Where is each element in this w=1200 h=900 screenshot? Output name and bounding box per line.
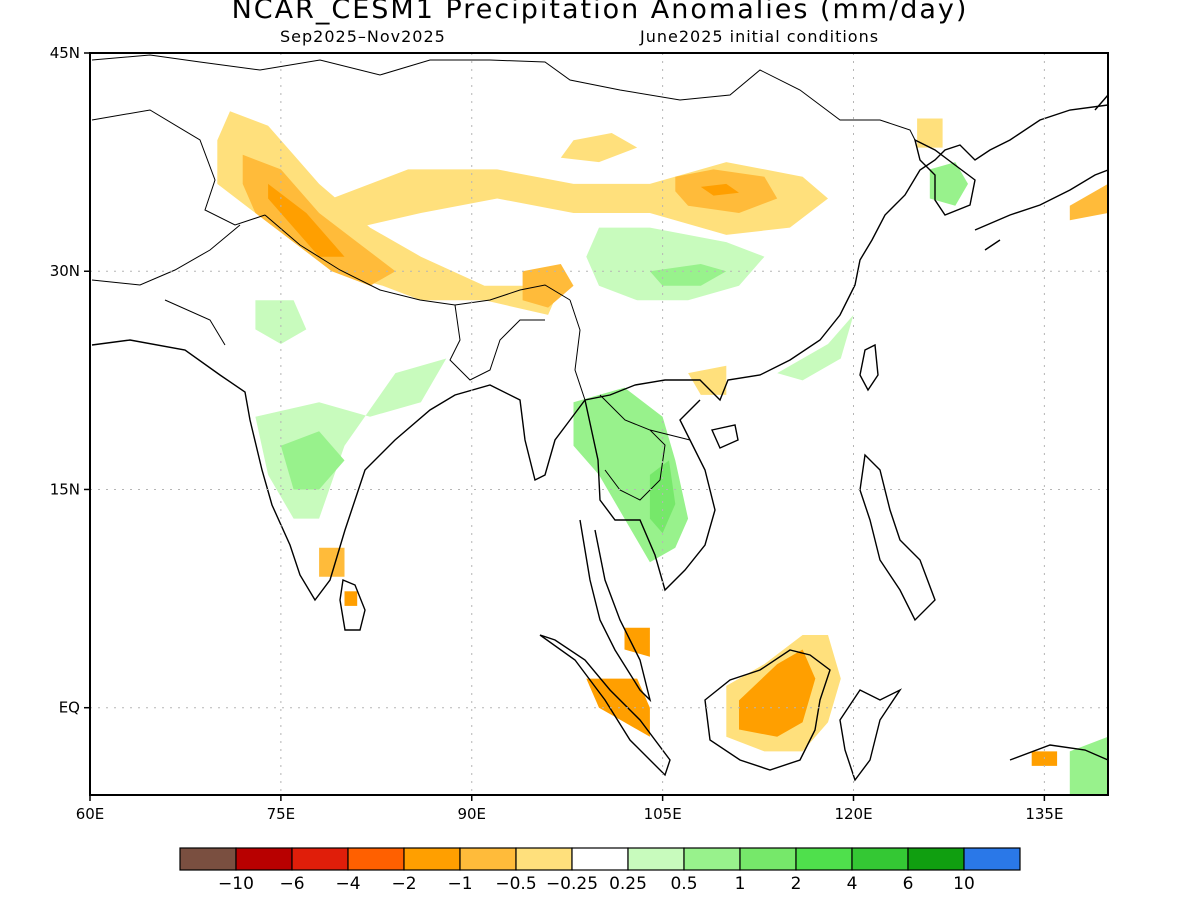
plot-frame — [89, 52, 1109, 796]
coastline-japan — [974, 94, 1108, 251]
coastline-south-asia — [91, 104, 1108, 602]
anomaly-region-deccan-wet-core — [280, 431, 345, 490]
graticule — [90, 53, 1108, 795]
colorbar-label: −4 — [335, 874, 360, 894]
colorbar-label: −10 — [218, 874, 254, 894]
colorbar-swatch — [683, 847, 741, 871]
colorbar-label: −2 — [391, 874, 416, 894]
x-tick-label: 135E — [1025, 805, 1063, 823]
coastline-layer — [91, 94, 1108, 782]
anomaly-region-japan-dry — [1069, 183, 1108, 221]
anomaly-region-korea-wet — [929, 162, 968, 206]
colorbar-swatch — [627, 847, 685, 871]
colorbar-swatch — [347, 847, 405, 871]
y-tick-label: EQ — [59, 699, 80, 717]
colorbar-swatch — [571, 847, 629, 871]
colorbar-swatch — [403, 847, 461, 871]
coastline-borneo — [704, 649, 831, 771]
initial-conditions-subtitle: June2025 initial conditions — [640, 27, 880, 46]
colorbar-label: 4 — [847, 874, 858, 894]
border-central-asia — [91, 109, 266, 226]
colorbar-swatch — [963, 847, 1021, 871]
coastline-sumatra — [539, 634, 671, 777]
anomaly-region-south-china-wet — [777, 314, 854, 381]
anomaly-region-east-tibet-wet — [586, 227, 765, 301]
coastline-malaya — [579, 519, 652, 703]
colorbar-label: 2 — [791, 874, 802, 894]
border-pakistan — [91, 224, 241, 346]
x-tick-label: 105E — [644, 805, 682, 823]
colorbar-swatch — [739, 847, 797, 871]
anomaly-region-central-china-wet — [649, 264, 727, 286]
coastline-indochina — [584, 399, 716, 592]
x-tick-label: 90E — [457, 805, 486, 823]
colorbar-swatch — [459, 847, 517, 871]
coastline-sri-lanka — [339, 579, 366, 631]
border-india-east — [449, 299, 586, 401]
colorbar-swatch — [291, 847, 349, 871]
colorbar-swatch — [907, 847, 965, 871]
colorbar-swatch — [179, 847, 237, 871]
coastline-philippines — [859, 453, 936, 622]
x-tick-label: 60E — [76, 805, 105, 823]
anomaly-region-borneo-dry-core — [739, 649, 816, 737]
colorbar-swatch — [235, 847, 293, 871]
anomaly-region-laos-wet-core — [649, 460, 676, 534]
anomaly-region-malaya-dry — [624, 627, 650, 657]
anomaly-region-india-wet — [255, 358, 447, 519]
coastline-sulawesi — [839, 688, 903, 782]
x-tick-label: 120E — [834, 805, 872, 823]
anomaly-region-north-korea-dry — [917, 118, 943, 148]
coastline-new-guinea — [1009, 744, 1108, 761]
anomaly-region-north-china-core — [700, 183, 739, 196]
anomaly-region-mongolia-dry — [560, 133, 638, 163]
coastline-hainan — [711, 424, 739, 449]
y-tick-label: 45N — [50, 44, 80, 62]
colorbar-label: −0.25 — [546, 874, 598, 894]
anomaly-region-yunnan-burma-dry — [522, 264, 574, 308]
anomaly-region-guangxi-dry — [688, 365, 727, 395]
colorbar-label: 0.25 — [609, 874, 647, 894]
colorbar-swatch — [795, 847, 853, 871]
colorbar-label: −6 — [279, 874, 304, 894]
y-tick-label: 30N — [50, 262, 80, 280]
map-title: NCAR_CESM1 Precipitation Anomalies (mm/d… — [231, 0, 969, 25]
colorbar-swatch — [851, 847, 909, 871]
anomaly-region-gujarat-wet — [255, 300, 307, 344]
colorbar-label: 0.5 — [670, 874, 697, 894]
colorbar-label: −1 — [447, 874, 472, 894]
anomaly-region-new-guinea-wet — [1069, 736, 1108, 795]
colorbar-swatch — [515, 847, 573, 871]
coastline-taiwan — [859, 343, 879, 392]
anomaly-region-kashmir-core — [242, 154, 396, 286]
x-tick-label: 75E — [267, 805, 296, 823]
anomaly-region-kashmir-inner — [268, 183, 345, 257]
border-china-north — [91, 54, 916, 141]
border-himalaya — [264, 214, 571, 306]
axis-ticks: 60E 75E 90E 105E 120E 135E 45N 30N 15N EQ — [50, 44, 1064, 823]
y-tick-label: 15N — [50, 480, 80, 498]
colorbar-label: 10 — [953, 874, 975, 894]
border-layer — [91, 54, 916, 501]
colorbar-label: −0.5 — [495, 874, 536, 894]
anomaly-fill-layer — [217, 111, 1108, 795]
coastline-korea — [913, 138, 976, 216]
colorbar-label: 1 — [735, 874, 746, 894]
season-subtitle: Sep2025–Nov2025 — [280, 27, 446, 46]
colorbar-label: 6 — [903, 874, 914, 894]
colorbar: −10 −6 −4 −2 −1 −0.5 −0.25 0.25 0.5 1 2 4 6 10 — [179, 847, 1021, 894]
anomaly-region-sri-lanka-dry — [344, 591, 358, 606]
